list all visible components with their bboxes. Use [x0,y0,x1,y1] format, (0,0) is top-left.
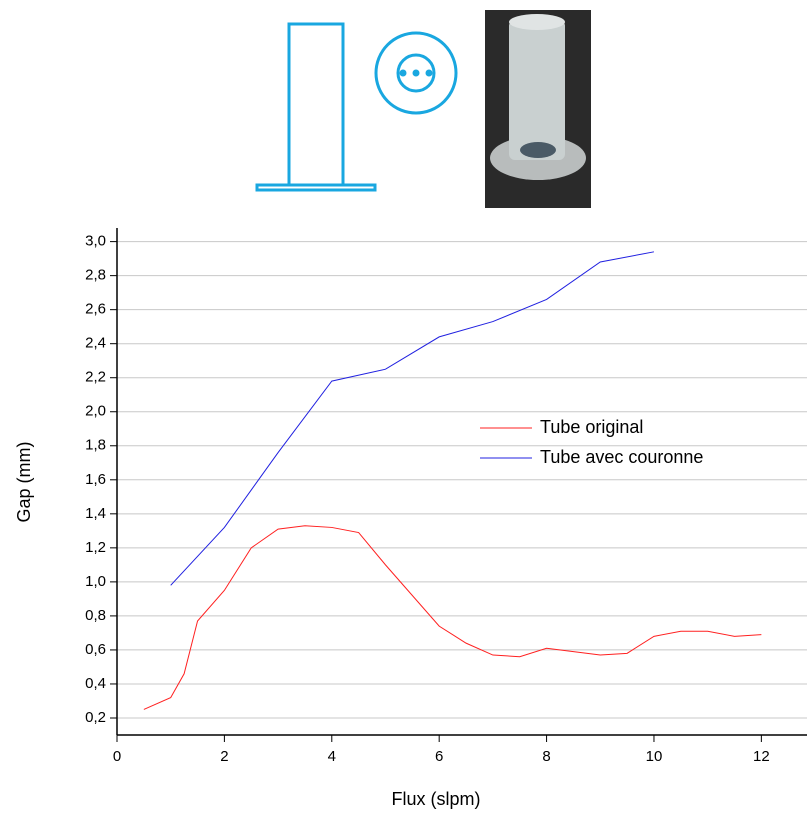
tube-diagram [255,22,458,192]
x-tick-label: 12 [753,748,770,765]
y-tick-label: 3,0 [85,233,106,250]
dot [399,69,407,77]
y-tick-label: 1,8 [85,437,106,454]
dot [425,69,433,77]
photo-rim [509,14,565,30]
x-tick-label: 2 [220,748,228,765]
y-tick-label: 2,4 [85,335,106,352]
tube-base [255,183,377,192]
y-tick-label: 0,2 [85,709,106,726]
tube-top-inner [396,53,436,93]
legend-label: Tube avec couronne [540,447,703,467]
x-tick-label: 4 [328,748,336,765]
y-tick-label: 2,8 [85,267,106,284]
x-tick-label: 0 [113,748,121,765]
tube-side-view [287,22,345,187]
x-tick-label: 8 [542,748,550,765]
y-axis-title: Gap (mm) [14,442,34,523]
y-tick-label: 1,2 [85,539,106,556]
tube-top-outer [374,31,458,115]
x-axis-title: Flux (slpm) [392,789,481,809]
photo-shadow [520,142,556,158]
tube-photo [485,10,591,208]
y-tick-label: 1,6 [85,471,106,488]
y-tick-label: 0,8 [85,607,106,624]
y-tick-label: 0,6 [85,641,106,658]
photo-tube [509,20,565,160]
y-tick-label: 2,6 [85,301,106,318]
legend-label: Tube original [540,417,643,437]
x-tick-label: 10 [646,748,663,765]
data-line [143,525,762,710]
y-tick-label: 1,4 [85,505,106,522]
y-tick-label: 2,2 [85,369,106,386]
y-tick-label: 2,0 [85,403,106,420]
data-line [170,251,655,586]
dot [412,69,420,77]
y-tick-label: 1,0 [85,573,106,590]
y-tick-label: 0,4 [85,675,106,692]
x-tick-label: 6 [435,748,443,765]
